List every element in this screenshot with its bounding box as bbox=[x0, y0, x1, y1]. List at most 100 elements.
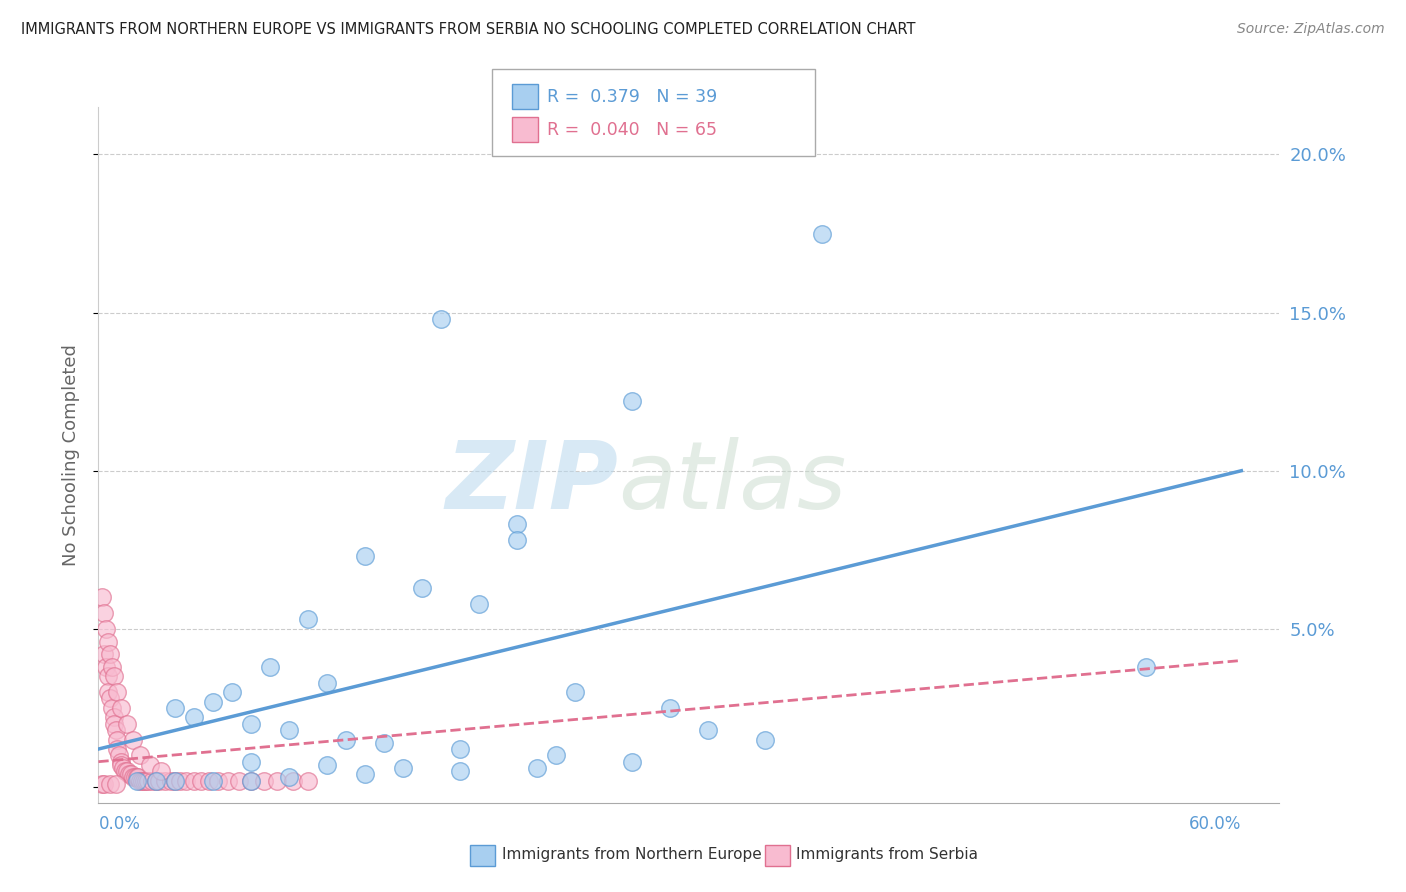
Point bbox=[131, 773, 153, 788]
Point bbox=[110, 755, 132, 769]
Point bbox=[93, 777, 115, 791]
Point bbox=[98, 647, 121, 661]
Point bbox=[392, 761, 415, 775]
Point bbox=[129, 773, 152, 788]
Point bbox=[104, 777, 127, 791]
Point bbox=[159, 773, 181, 788]
Text: R =  0.379   N = 39: R = 0.379 N = 39 bbox=[547, 87, 717, 105]
Point bbox=[449, 742, 471, 756]
Point bbox=[127, 771, 149, 785]
Text: IMMIGRANTS FROM NORTHERN EUROPE VS IMMIGRANTS FROM SERBIA NO SCHOOLING COMPLETED: IMMIGRANTS FROM NORTHERN EUROPE VS IMMIG… bbox=[21, 22, 915, 37]
Point bbox=[163, 773, 186, 788]
Point bbox=[217, 773, 239, 788]
Point bbox=[354, 767, 377, 781]
Point bbox=[136, 773, 159, 788]
Y-axis label: No Schooling Completed: No Schooling Completed bbox=[62, 344, 80, 566]
Point bbox=[98, 691, 121, 706]
Point bbox=[201, 695, 224, 709]
Point bbox=[134, 773, 156, 788]
Point bbox=[430, 312, 453, 326]
Point bbox=[506, 533, 529, 548]
Point bbox=[121, 771, 143, 785]
Text: R =  0.040   N = 65: R = 0.040 N = 65 bbox=[547, 120, 717, 138]
Point bbox=[115, 716, 138, 731]
Point bbox=[145, 773, 167, 788]
Point bbox=[183, 710, 205, 724]
Point bbox=[107, 685, 129, 699]
Point bbox=[153, 773, 176, 788]
Point bbox=[239, 773, 262, 788]
Text: Immigrants from Serbia: Immigrants from Serbia bbox=[796, 847, 977, 862]
Point bbox=[620, 755, 643, 769]
Point bbox=[98, 777, 121, 791]
Point bbox=[163, 701, 186, 715]
Point bbox=[124, 771, 146, 785]
Point bbox=[198, 773, 221, 788]
Point bbox=[148, 773, 170, 788]
Point bbox=[115, 764, 138, 779]
Point bbox=[183, 773, 205, 788]
Point bbox=[468, 597, 491, 611]
Point bbox=[259, 660, 281, 674]
Text: 60.0%: 60.0% bbox=[1189, 815, 1241, 833]
Point bbox=[121, 732, 143, 747]
Point bbox=[103, 710, 125, 724]
Point bbox=[620, 394, 643, 409]
Text: atlas: atlas bbox=[619, 437, 846, 528]
Point bbox=[100, 701, 122, 715]
Point bbox=[107, 742, 129, 756]
Point bbox=[103, 716, 125, 731]
Point bbox=[174, 773, 197, 788]
Point bbox=[221, 685, 243, 699]
Point bbox=[91, 591, 114, 605]
Point bbox=[104, 723, 127, 737]
Point bbox=[316, 675, 339, 690]
Point bbox=[93, 606, 115, 620]
Point bbox=[97, 634, 120, 648]
Point bbox=[526, 761, 548, 775]
Point bbox=[277, 723, 299, 737]
Text: Source: ZipAtlas.com: Source: ZipAtlas.com bbox=[1237, 22, 1385, 37]
Point bbox=[118, 767, 141, 781]
Text: 0.0%: 0.0% bbox=[98, 815, 141, 833]
Point bbox=[239, 755, 262, 769]
Point bbox=[97, 669, 120, 683]
Point bbox=[354, 549, 377, 563]
Point bbox=[266, 773, 288, 788]
Point bbox=[697, 723, 720, 737]
Point bbox=[141, 773, 163, 788]
Point bbox=[335, 732, 357, 747]
Point bbox=[297, 612, 319, 626]
Point bbox=[564, 685, 586, 699]
Text: Immigrants from Northern Europe: Immigrants from Northern Europe bbox=[502, 847, 762, 862]
Point bbox=[449, 764, 471, 779]
Point bbox=[150, 764, 173, 779]
Point bbox=[100, 660, 122, 674]
Point bbox=[139, 757, 162, 772]
Point bbox=[91, 777, 114, 791]
Point bbox=[94, 660, 117, 674]
Point bbox=[112, 761, 135, 775]
Point bbox=[114, 764, 136, 779]
Point bbox=[120, 767, 142, 781]
Point bbox=[169, 773, 191, 788]
Text: ZIP: ZIP bbox=[446, 437, 619, 529]
Point bbox=[129, 748, 152, 763]
Point bbox=[1135, 660, 1157, 674]
Point bbox=[277, 771, 299, 785]
Point bbox=[107, 732, 129, 747]
Point bbox=[108, 748, 131, 763]
Point bbox=[506, 517, 529, 532]
Point bbox=[754, 732, 776, 747]
Point bbox=[163, 773, 186, 788]
Point bbox=[201, 773, 224, 788]
Point bbox=[544, 748, 567, 763]
Point bbox=[281, 773, 304, 788]
Point bbox=[94, 622, 117, 636]
Point bbox=[811, 227, 834, 241]
Point bbox=[297, 773, 319, 788]
Point bbox=[411, 581, 433, 595]
Point bbox=[97, 685, 120, 699]
Point bbox=[110, 757, 132, 772]
Point bbox=[93, 647, 115, 661]
